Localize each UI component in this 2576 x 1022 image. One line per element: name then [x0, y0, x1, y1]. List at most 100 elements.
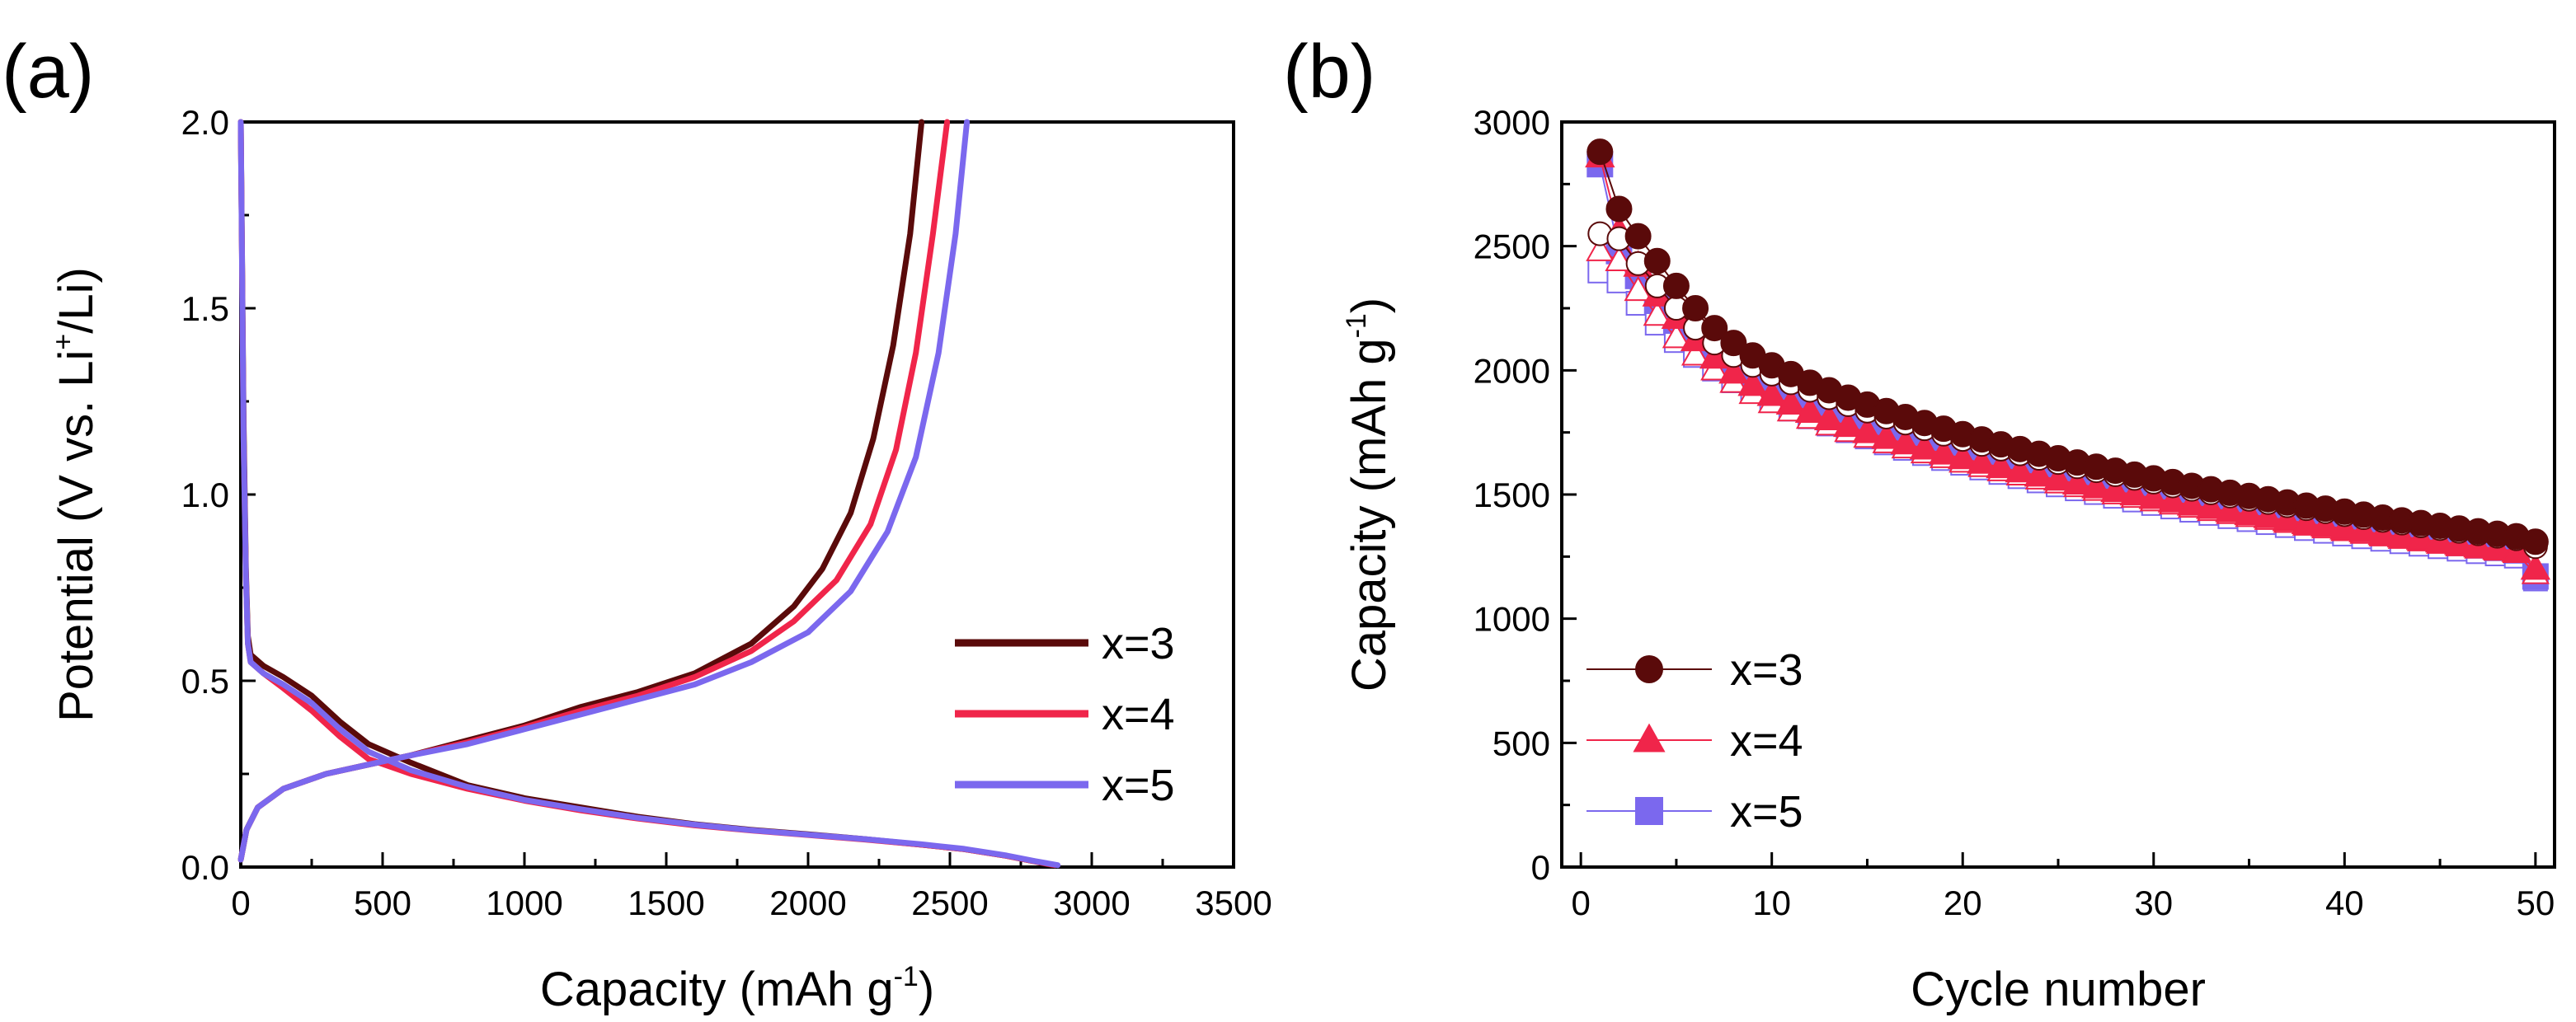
point-x=4-discharge-36: [2253, 501, 2283, 528]
point-x=4-charge-3: [1624, 275, 1652, 302]
plot-b-y-tick-label: 2500: [1474, 227, 1550, 266]
plot-a-x-tick-label: 1000: [486, 884, 562, 922]
point-x=4-discharge-16: [1871, 422, 1901, 449]
point-x=3-discharge-3: [1624, 223, 1652, 250]
point-x=4-charge-5: [1662, 323, 1691, 349]
plot-b-y-tick-label: 1000: [1474, 600, 1550, 639]
point-x=4-discharge-38: [2291, 507, 2322, 534]
point-x=4-discharge-28: [2100, 475, 2131, 503]
legend-b-marker-x=4: [1633, 723, 1666, 752]
point-x=4-discharge-9: [1737, 369, 1768, 396]
point-x=4-discharge-12: [1794, 396, 1826, 423]
point-x=4-discharge-50: [2520, 553, 2551, 580]
point-x=3-discharge-1: [1586, 138, 1614, 166]
plot-a-y-axis-title: Potential (V vs. Li+/Li): [48, 267, 103, 722]
point-x=4-discharge-13: [1813, 403, 1845, 430]
point-x=4-discharge-8: [1718, 357, 1749, 384]
point-x=4-discharge-19: [1928, 438, 1959, 465]
plot-b-x-axis-title: Cycle number: [1911, 963, 2206, 1016]
point-x=3-discharge-7: [1701, 315, 1728, 342]
point-x=4-discharge-32: [2176, 489, 2207, 516]
series-x=5-charge-line: [237, 119, 971, 863]
plot-b-x-tick-label: 20: [1944, 884, 1982, 922]
series-x=4-charge-line: [237, 119, 951, 863]
legend-b-marker-x=3: [1635, 655, 1663, 683]
point-x=4-discharge-37: [2272, 504, 2303, 532]
plot-b-x-tick-label: 10: [1752, 884, 1791, 922]
plot-a-legend: x=3 x=4 x=5: [955, 619, 1175, 810]
point-x=4-discharge-26: [2061, 467, 2093, 495]
point-x=4-discharge-35: [2234, 498, 2264, 526]
legend-b-label-x=4: x=4: [1730, 716, 1803, 766]
point-x=4-discharge-34: [2215, 495, 2245, 523]
plot-b-y-tick-label: 3000: [1474, 103, 1550, 142]
point-x=4-discharge-30: [2138, 482, 2169, 509]
legend-a-label-x=3: x=3: [1102, 619, 1175, 668]
point-x=3-discharge-5: [1662, 272, 1690, 299]
plot-a-x-tick-label: 0: [231, 884, 250, 922]
legend-b-marker-x=5: [1635, 797, 1663, 825]
legend-b-label-x=5: x=5: [1730, 787, 1803, 837]
plot-b-y-tick-label: 1500: [1474, 476, 1550, 514]
legend-a-label-x=4: x=4: [1102, 690, 1175, 739]
plot-b-x-tick-label: 0: [1571, 884, 1590, 922]
panel-a-label: (a): [2, 30, 94, 114]
point-x=4-charge-1: [1586, 236, 1615, 261]
point-x=4-discharge-29: [2119, 479, 2150, 506]
plot-a-x-tick-label: 2500: [911, 884, 988, 922]
point-x=4-discharge-15: [1852, 416, 1883, 443]
point-x=4-discharge-22: [1986, 451, 2016, 479]
plot-b-x-tick-label: 40: [2325, 884, 2364, 922]
point-x=4-discharge-14: [1833, 410, 1864, 438]
plot-a-x-tick-label: 2000: [769, 884, 846, 922]
point-x=4-discharge-33: [2196, 492, 2226, 519]
point-x=4-discharge-17: [1890, 427, 1920, 455]
point-x=4-charge-4: [1643, 300, 1671, 326]
point-x=4-discharge-23: [2005, 455, 2035, 483]
point-x=4-charge-6: [1681, 340, 1710, 366]
point-x=4-discharge-11: [1775, 387, 1807, 415]
plot-b-y-tick-label: 500: [1492, 724, 1550, 762]
point-x=4-charge-2: [1605, 246, 1634, 271]
plot-a-y-tick-label: 0.0: [181, 848, 229, 887]
plot-a-series: [237, 119, 1061, 869]
point-x=4-discharge-18: [1909, 433, 1940, 460]
point-x=3-discharge-2: [1605, 195, 1633, 223]
plot-b-legend: x=3 x=4 x=5: [1586, 645, 1803, 837]
point-x=4-discharge-21: [1967, 447, 1997, 474]
legend-a-label-x=5: x=5: [1102, 761, 1175, 810]
plot-b-y-tick-label: 0: [1531, 848, 1550, 887]
point-x=4-discharge-10: [1756, 379, 1787, 406]
series-x=5-discharge-line: [237, 119, 1061, 869]
plot-a-y-tick-label: 0.5: [181, 662, 229, 701]
point-x=4-discharge-20: [1948, 443, 1978, 470]
panel-b-label: (b): [1283, 30, 1375, 114]
plot-a-ticks: 0 500 1000 1500 2000 2500 3000 3500 0.0 0.5 1.0 1.5…: [181, 103, 1272, 922]
plot-a-y-tick-label: 1.0: [181, 476, 229, 514]
point-x=4-discharge-31: [2157, 485, 2188, 513]
point-x=3-discharge-6: [1682, 295, 1709, 321]
plot-b-y-axis-title: Capacity (mAh g-1): [1341, 298, 1396, 691]
legend-b-label-x=3: x=3: [1730, 645, 1803, 695]
plot-a-x-tick-label: 500: [354, 884, 411, 922]
plot-a-x-tick-label: 3000: [1053, 884, 1130, 922]
plot-b-y-tick-label: 2000: [1474, 351, 1550, 390]
plot-a-x-axis-title: Capacity (mAh g-1): [540, 961, 934, 1016]
series-x=3-charge-line: [237, 119, 925, 863]
plot-a-x-tick-label: 1500: [628, 884, 704, 922]
plot-a-y-tick-label: 1.5: [181, 289, 229, 328]
plot-b-x-tick-label: 50: [2516, 884, 2555, 922]
plot-b-series: [1585, 138, 2551, 592]
point-x=4-discharge-24: [2024, 460, 2055, 487]
plot-b-x-tick-label: 30: [2134, 884, 2173, 922]
point-x=3-discharge-50: [2522, 528, 2549, 556]
point-x=4-discharge-27: [2081, 471, 2112, 499]
plot-a-y-tick-label: 2.0: [181, 103, 229, 142]
point-x=4-discharge-25: [2042, 463, 2074, 491]
plot-a: 0 500 1000 1500 2000 2500 3000 3500 0.0 0.5 1.0 1.5…: [48, 103, 1272, 1016]
point-x=3-discharge-8: [1720, 330, 1747, 357]
point-x=3-discharge-4: [1643, 247, 1671, 274]
